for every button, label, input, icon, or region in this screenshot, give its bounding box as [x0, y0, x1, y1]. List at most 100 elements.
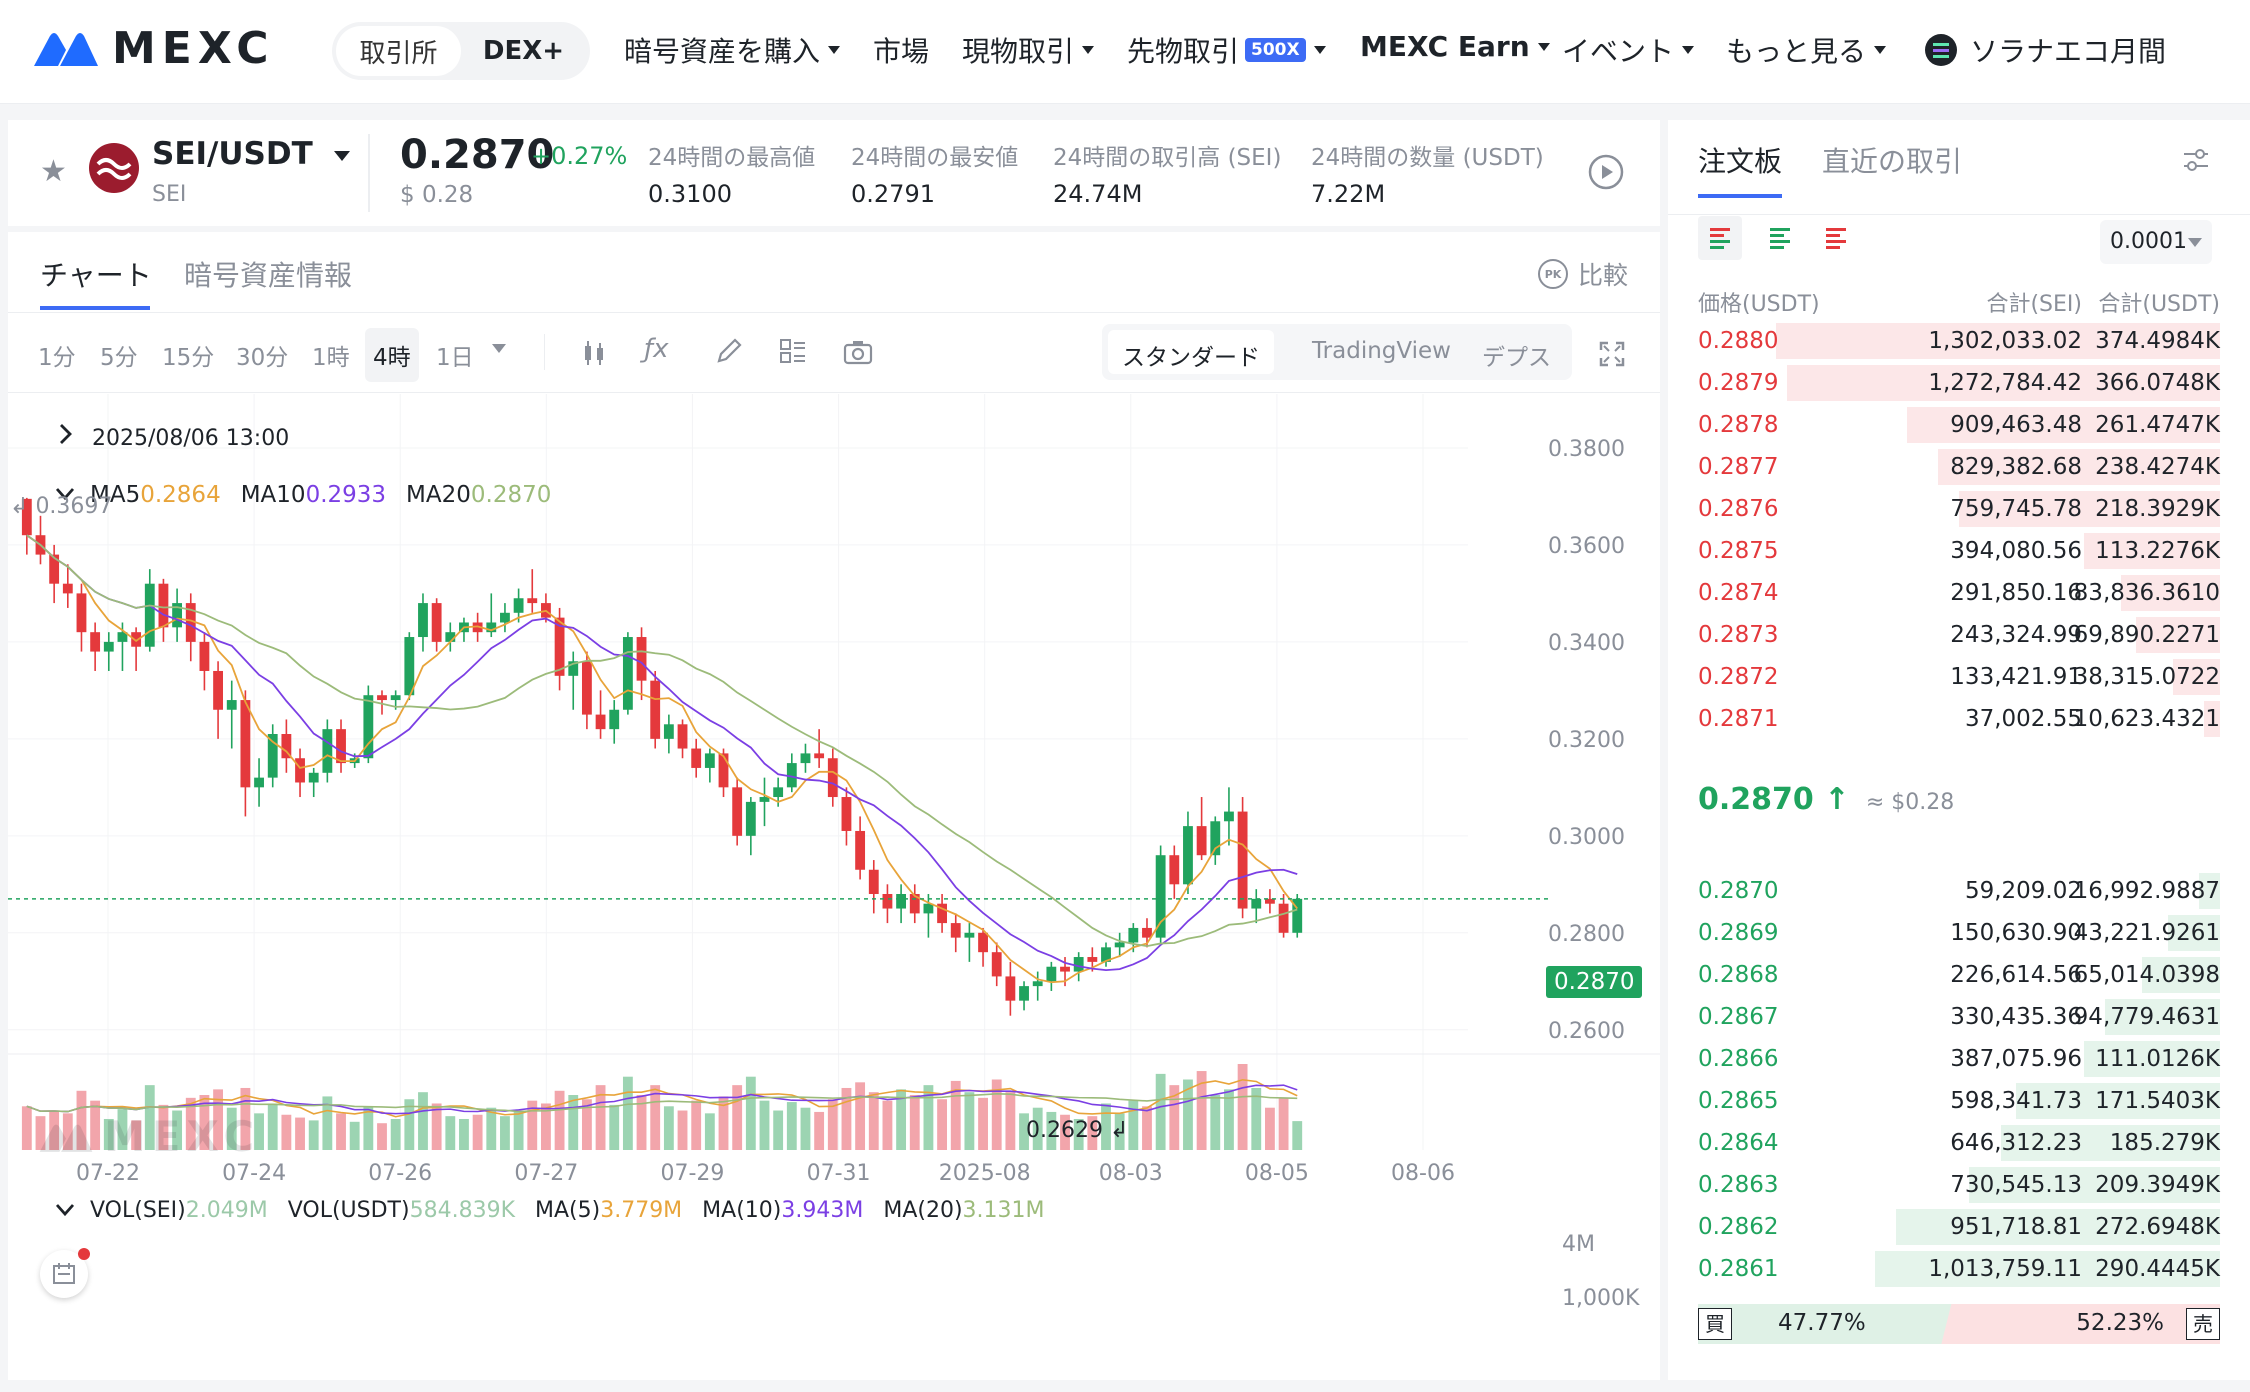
volume-bar — [49, 1110, 60, 1150]
tab-chart[interactable]: チャート — [40, 259, 152, 292]
tab-recent-trades[interactable]: 直近の取引 — [1822, 145, 1963, 178]
nav-promo[interactable]: ソラナエコ月間 — [1924, 30, 2166, 70]
ask-row[interactable]: 0.2871 37,002.55 10,623.4321 — [1698, 698, 2220, 740]
indicator-icon[interactable]: ƒx — [644, 334, 669, 364]
view-depth[interactable]: デプス — [1482, 345, 1551, 371]
exchange-tab[interactable]: 取引所 — [336, 26, 461, 76]
candle-body — [213, 670, 223, 710]
view-standard[interactable]: スタンダード — [1108, 330, 1274, 374]
mexc-logo[interactable]: MEXC — [32, 23, 275, 74]
bid-row[interactable]: 0.2862 951,718.81 272.6948K — [1698, 1206, 2220, 1248]
ask-row[interactable]: 0.2878 909,463.48 261.4747K — [1698, 404, 2220, 446]
volume-bar — [76, 1090, 87, 1150]
vma10-value: 3.943M — [781, 1198, 864, 1223]
volume-bar — [609, 1104, 620, 1150]
volume-bar — [254, 1113, 264, 1150]
volume-bar — [62, 1113, 73, 1150]
vol-sei-value: 2.049M — [185, 1198, 268, 1223]
chevron-down-icon[interactable] — [54, 1202, 76, 1218]
row-amount: 150,630.90 — [1950, 920, 2082, 946]
volume-bar — [1101, 1103, 1111, 1150]
view-both-button[interactable] — [1698, 216, 1742, 260]
layout-grid-icon[interactable] — [778, 336, 808, 366]
interval-4h[interactable]: 4時 — [365, 328, 419, 382]
interval-1m[interactable]: 1分 — [38, 345, 76, 371]
pencil-icon[interactable] — [714, 336, 744, 366]
buy-label: 買 — [1698, 1308, 1732, 1340]
last-price-tag: 0.2870 — [1546, 966, 1643, 998]
ask-row[interactable]: 0.2874 291,850.16 83,836.3610 — [1698, 572, 2220, 614]
pair-selector[interactable]: SEI/USDT — [152, 136, 350, 172]
nav-futures[interactable]: 先物取引 500X — [1127, 30, 1326, 70]
bid-row[interactable]: 0.2866 387,075.96 111.0126K — [1698, 1038, 2220, 1080]
candlestick-chart[interactable]: 0.3800 0.3600 0.3400 0.3200 0.3000 0.2800 0.26… — [8, 394, 1660, 1380]
view-tradingview[interactable]: TradingView — [1312, 338, 1451, 364]
low-marker: 0.2629 ↲ — [1026, 1118, 1129, 1143]
interval-15m[interactable]: 15分 — [162, 345, 215, 371]
nav-events[interactable]: イベント — [1562, 30, 1695, 70]
bid-row[interactable]: 0.2870 59,209.02 16,992.9887 — [1698, 870, 2220, 912]
candle-body — [650, 680, 661, 739]
interval-30m[interactable]: 30分 — [236, 345, 289, 371]
volume-bar — [144, 1085, 155, 1150]
interval-1d[interactable]: 1日 — [436, 345, 474, 371]
candle-body — [1292, 898, 1303, 933]
bid-row[interactable]: 0.2865 598,341.73 171.5403K — [1698, 1080, 2220, 1122]
candle-body — [322, 729, 333, 773]
dex-tab[interactable]: DEX+ — [482, 36, 565, 66]
nav-earn[interactable]: MEXC Earn — [1360, 30, 1550, 63]
settings-sliders-icon[interactable] — [2180, 144, 2212, 176]
orderbook-bids-icon[interactable] — [1758, 216, 1802, 260]
mexc-watermark-icon — [39, 1124, 93, 1152]
interval-1h[interactable]: 1時 — [312, 345, 350, 371]
precision-value: 0.0001 — [2110, 229, 2187, 254]
candle-body — [21, 498, 32, 536]
tab-orderbook[interactable]: 注文板 — [1698, 145, 1783, 178]
row-price: 0.2871 — [1698, 706, 1779, 732]
chevron-down-icon[interactable] — [54, 486, 76, 502]
volume-bar — [35, 1116, 46, 1150]
nav-more[interactable]: もっと見る — [1726, 30, 1887, 70]
ask-row[interactable]: 0.2875 394,080.56 113.2276K — [1698, 530, 2220, 572]
candle-body — [595, 714, 606, 730]
nav-spot[interactable]: 現物取引 — [962, 30, 1095, 70]
interval-5m[interactable]: 5分 — [100, 345, 138, 371]
ask-row[interactable]: 0.2872 133,421.91 38,315.0722 — [1698, 656, 2220, 698]
bid-row[interactable]: 0.2864 646,312.23 185.279K — [1698, 1122, 2220, 1164]
precision-select[interactable]: 0.0001 — [2100, 220, 2212, 264]
orderbook-asks-icon[interactable] — [1814, 216, 1858, 260]
volume-bar — [1210, 1095, 1221, 1150]
volume-bar — [595, 1085, 606, 1150]
camera-icon[interactable] — [842, 338, 874, 366]
play-circle-icon[interactable] — [1588, 154, 1624, 190]
drawing-tools-button[interactable] — [40, 1248, 90, 1298]
candle-body — [431, 603, 442, 642]
bid-row[interactable]: 0.2863 730,545.13 209.3949K — [1698, 1164, 2220, 1206]
row-amount: 394,080.56 — [1950, 538, 2082, 564]
tab-crypto-info[interactable]: 暗号資産情報 — [184, 259, 353, 292]
bid-row[interactable]: 0.2861 1,013,759.11 290.4445K — [1698, 1248, 2220, 1290]
bid-row[interactable]: 0.2868 226,614.56 65,014.0398 — [1698, 954, 2220, 996]
compare-button[interactable]: PK 比較 — [1538, 256, 1628, 292]
nav-buy-crypto[interactable]: 暗号資産を購入 — [624, 30, 841, 70]
ask-row[interactable]: 0.2880 1,302,033.02 374.4984K — [1698, 320, 2220, 362]
depth-bar — [2016, 1083, 2220, 1119]
chevron-down-icon[interactable] — [492, 344, 506, 353]
candlestick-type-icon[interactable] — [580, 338, 608, 368]
volume-bar — [1128, 1100, 1139, 1150]
volume-bar — [882, 1100, 893, 1150]
bid-row[interactable]: 0.2869 150,630.90 43,221.9261 — [1698, 912, 2220, 954]
candle-body — [49, 554, 60, 584]
y-tick-label: 0.3200 — [1548, 728, 1625, 753]
favorite-star-icon[interactable]: ★ — [40, 154, 67, 189]
candle-body — [1060, 966, 1070, 972]
ask-row[interactable]: 0.2873 243,324.99 69,890.2271 — [1698, 614, 2220, 656]
ask-row[interactable]: 0.2876 759,745.78 218.3929K — [1698, 488, 2220, 530]
bid-row[interactable]: 0.2867 330,435.36 94,779.4631 — [1698, 996, 2220, 1038]
chevron-right-icon[interactable] — [56, 422, 76, 446]
ask-row[interactable]: 0.2877 829,382.68 238.4274K — [1698, 446, 2220, 488]
fullscreen-icon[interactable] — [1598, 340, 1626, 368]
ask-row[interactable]: 0.2879 1,272,784.42 366.0748K — [1698, 362, 2220, 404]
nav-markets[interactable]: 市場 — [873, 30, 929, 70]
candle-body — [800, 753, 811, 764]
